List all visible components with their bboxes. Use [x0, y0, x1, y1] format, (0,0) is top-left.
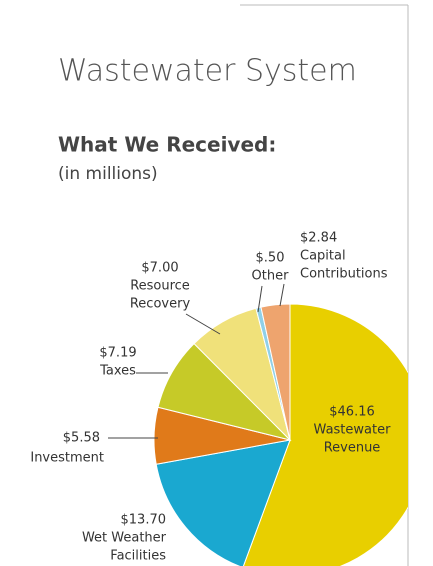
slice-label: Facilities	[110, 549, 166, 564]
value-label: $7.19	[99, 346, 136, 361]
slice-label: Wet Weather	[82, 531, 167, 546]
value-label: $7.00	[141, 261, 178, 276]
pie	[153, 303, 408, 566]
slice-label: Taxes	[99, 364, 136, 379]
pie-slice	[242, 303, 408, 566]
value-label: $5.58	[63, 431, 100, 446]
slice-label: Other	[252, 269, 290, 284]
pie-slice	[260, 303, 291, 441]
slice-label: Investment	[30, 451, 104, 466]
slice-label: Revenue	[324, 441, 381, 456]
slice-label: Resource	[130, 279, 190, 294]
leader-line	[279, 283, 285, 307]
slice-label: Recovery	[130, 297, 191, 312]
value-label: $13.70	[121, 513, 167, 528]
subtitle: What We Received:	[58, 133, 276, 157]
value-label: $2.84	[300, 231, 337, 246]
slice-label: Wastewater	[314, 423, 392, 438]
title: Wastewater System	[58, 54, 357, 89]
value-label: $46.16	[329, 405, 375, 420]
leader-line	[185, 313, 221, 335]
value-label: $.50	[256, 251, 285, 266]
unit-note: (in millions)	[58, 164, 158, 184]
leader-line	[257, 285, 263, 313]
pie-slice	[155, 439, 291, 566]
slice-label: Contributions	[300, 267, 388, 282]
slice-label: Capital	[300, 249, 346, 264]
